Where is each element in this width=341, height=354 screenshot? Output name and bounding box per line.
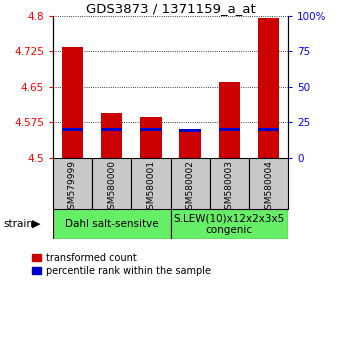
Bar xyxy=(92,158,131,209)
Text: GSM579999: GSM579999 xyxy=(68,160,77,215)
Bar xyxy=(53,209,170,239)
Text: GSM580002: GSM580002 xyxy=(186,160,195,215)
Bar xyxy=(101,127,122,131)
Bar xyxy=(140,118,162,158)
Bar xyxy=(179,132,201,158)
Text: GSM580001: GSM580001 xyxy=(146,160,155,215)
Bar xyxy=(170,158,210,209)
Bar xyxy=(249,158,288,209)
Bar xyxy=(140,127,162,131)
Bar xyxy=(170,209,288,239)
Text: GSM580004: GSM580004 xyxy=(264,160,273,215)
Text: S.LEW(10)x12x2x3x5
congenic: S.LEW(10)x12x2x3x5 congenic xyxy=(174,213,285,235)
Bar xyxy=(179,129,201,132)
Bar xyxy=(258,18,279,158)
Bar xyxy=(62,127,83,131)
Bar xyxy=(101,113,122,158)
Text: GSM580000: GSM580000 xyxy=(107,160,116,215)
Bar xyxy=(131,158,170,209)
Title: GDS3873 / 1371159_a_at: GDS3873 / 1371159_a_at xyxy=(86,2,255,15)
Bar xyxy=(219,82,240,158)
Bar xyxy=(62,47,83,158)
Text: strain: strain xyxy=(3,219,33,229)
Bar xyxy=(258,127,279,131)
Bar xyxy=(53,158,92,209)
Legend: transformed count, percentile rank within the sample: transformed count, percentile rank withi… xyxy=(32,253,211,276)
Text: Dahl salt-sensitve: Dahl salt-sensitve xyxy=(65,219,159,229)
Bar xyxy=(219,127,240,131)
Text: ▶: ▶ xyxy=(32,219,41,229)
Text: GSM580003: GSM580003 xyxy=(225,160,234,215)
Bar xyxy=(210,158,249,209)
